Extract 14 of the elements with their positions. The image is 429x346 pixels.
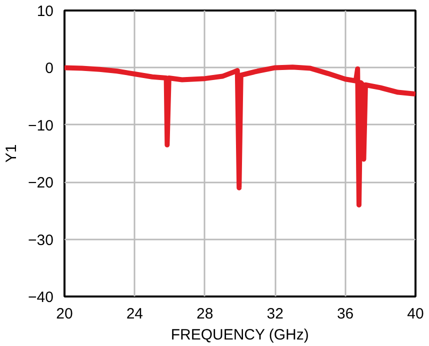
- x-tick-label: 40: [407, 306, 424, 322]
- x-tick-label: 20: [56, 306, 73, 322]
- x-tick-label: 36: [336, 306, 354, 322]
- x-tick-label: 24: [126, 306, 144, 322]
- x-tick-label: 32: [266, 306, 284, 322]
- x-axis-title: FREQUENCY (GHz): [170, 326, 309, 344]
- y-tick-label: −40: [28, 289, 54, 306]
- y-tick-label: 10: [36, 3, 54, 20]
- y-tick-label: 0: [45, 60, 54, 78]
- x-tick-label: 28: [196, 306, 214, 322]
- y-tick-label: −30: [28, 232, 54, 249]
- y-tick-label: −10: [28, 117, 54, 134]
- y-axis-title: Y1: [3, 144, 20, 163]
- y-tick-label: −20: [28, 174, 54, 192]
